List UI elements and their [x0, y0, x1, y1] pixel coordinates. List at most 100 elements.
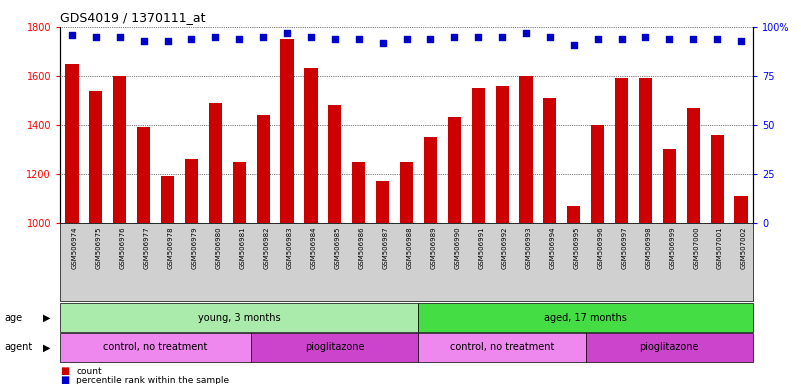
Point [185, 36, 198, 42]
Bar [328, 105, 341, 223]
Bar [567, 205, 580, 223]
Point [686, 36, 699, 42]
Point [257, 34, 270, 40]
Text: GSM506997: GSM506997 [622, 227, 627, 269]
Point [90, 34, 103, 40]
Point [137, 38, 150, 44]
Text: GSM506995: GSM506995 [574, 227, 580, 269]
Point [66, 31, 78, 38]
Text: ▶: ▶ [42, 342, 50, 353]
Text: GSM506993: GSM506993 [526, 227, 532, 269]
Bar [472, 88, 485, 223]
Text: control, no treatment: control, no treatment [450, 342, 554, 353]
Bar [352, 162, 365, 223]
Bar [519, 76, 533, 223]
Bar [496, 86, 509, 223]
Point [615, 36, 628, 42]
Bar [209, 103, 222, 223]
Text: GSM506983: GSM506983 [287, 227, 293, 269]
Bar [376, 181, 389, 223]
Text: GSM506988: GSM506988 [406, 227, 413, 269]
Bar [662, 149, 676, 223]
Text: GSM507000: GSM507000 [693, 227, 699, 269]
Point [424, 36, 437, 42]
Text: aged, 17 months: aged, 17 months [544, 313, 627, 323]
Text: GSM507001: GSM507001 [717, 227, 723, 269]
Point [400, 36, 413, 42]
Text: GSM506987: GSM506987 [383, 227, 388, 269]
Point [496, 34, 509, 40]
Bar [543, 98, 557, 223]
Text: GSM506977: GSM506977 [143, 227, 150, 269]
Text: ■: ■ [60, 366, 70, 376]
Point [520, 30, 533, 36]
Text: GSM506989: GSM506989 [430, 227, 437, 269]
Text: pioglitazone: pioglitazone [639, 342, 699, 353]
Point [161, 38, 174, 44]
Text: pioglitazone: pioglitazone [305, 342, 364, 353]
Point [639, 34, 652, 40]
Point [233, 36, 246, 42]
Text: GDS4019 / 1370111_at: GDS4019 / 1370111_at [60, 12, 206, 25]
Point [543, 34, 556, 40]
Point [209, 34, 222, 40]
Text: count: count [76, 367, 102, 376]
Point [710, 36, 723, 42]
Point [735, 38, 747, 44]
Text: GSM506982: GSM506982 [264, 227, 269, 269]
Text: young, 3 months: young, 3 months [198, 313, 280, 323]
Bar [424, 137, 437, 223]
Text: GSM506974: GSM506974 [72, 227, 78, 269]
Text: GSM506994: GSM506994 [549, 227, 556, 269]
Point [472, 34, 485, 40]
Point [328, 36, 341, 42]
Text: GSM506975: GSM506975 [96, 227, 102, 269]
Point [448, 34, 461, 40]
Bar [280, 39, 294, 223]
Text: age: age [4, 313, 22, 323]
Text: control, no treatment: control, no treatment [103, 342, 207, 353]
Text: percentile rank within the sample: percentile rank within the sample [76, 376, 229, 384]
Text: GSM506986: GSM506986 [359, 227, 364, 269]
Bar [591, 125, 604, 223]
Point [280, 30, 293, 36]
Text: GSM506996: GSM506996 [598, 227, 604, 269]
Point [352, 36, 365, 42]
Bar [400, 162, 413, 223]
Bar [90, 91, 103, 223]
Point [567, 41, 580, 48]
Text: GSM506991: GSM506991 [478, 227, 484, 269]
Text: GSM506976: GSM506976 [120, 227, 126, 269]
Point [376, 40, 389, 46]
Bar [185, 159, 198, 223]
Text: GSM506978: GSM506978 [167, 227, 174, 269]
Bar [448, 118, 461, 223]
Point [304, 34, 317, 40]
Bar [615, 78, 628, 223]
Text: GSM506981: GSM506981 [239, 227, 245, 269]
Text: GSM506990: GSM506990 [454, 227, 461, 269]
Bar [686, 108, 700, 223]
Bar [256, 115, 270, 223]
Bar [137, 127, 151, 223]
Text: GSM506999: GSM506999 [670, 227, 675, 269]
Text: GSM506984: GSM506984 [311, 227, 317, 269]
Point [663, 36, 676, 42]
Bar [233, 162, 246, 223]
Bar [113, 76, 127, 223]
Text: ▶: ▶ [42, 313, 50, 323]
Text: GSM506980: GSM506980 [215, 227, 221, 269]
Text: GSM506998: GSM506998 [646, 227, 651, 269]
Text: GSM506979: GSM506979 [191, 227, 198, 269]
Point [591, 36, 604, 42]
Bar [304, 68, 317, 223]
Text: GSM506985: GSM506985 [335, 227, 341, 269]
Bar [639, 78, 652, 223]
Point [114, 34, 127, 40]
Text: ■: ■ [60, 375, 70, 384]
Text: GSM506992: GSM506992 [502, 227, 508, 269]
Bar [735, 196, 747, 223]
Text: GSM507002: GSM507002 [741, 227, 747, 269]
Text: agent: agent [4, 342, 32, 353]
Bar [710, 135, 723, 223]
